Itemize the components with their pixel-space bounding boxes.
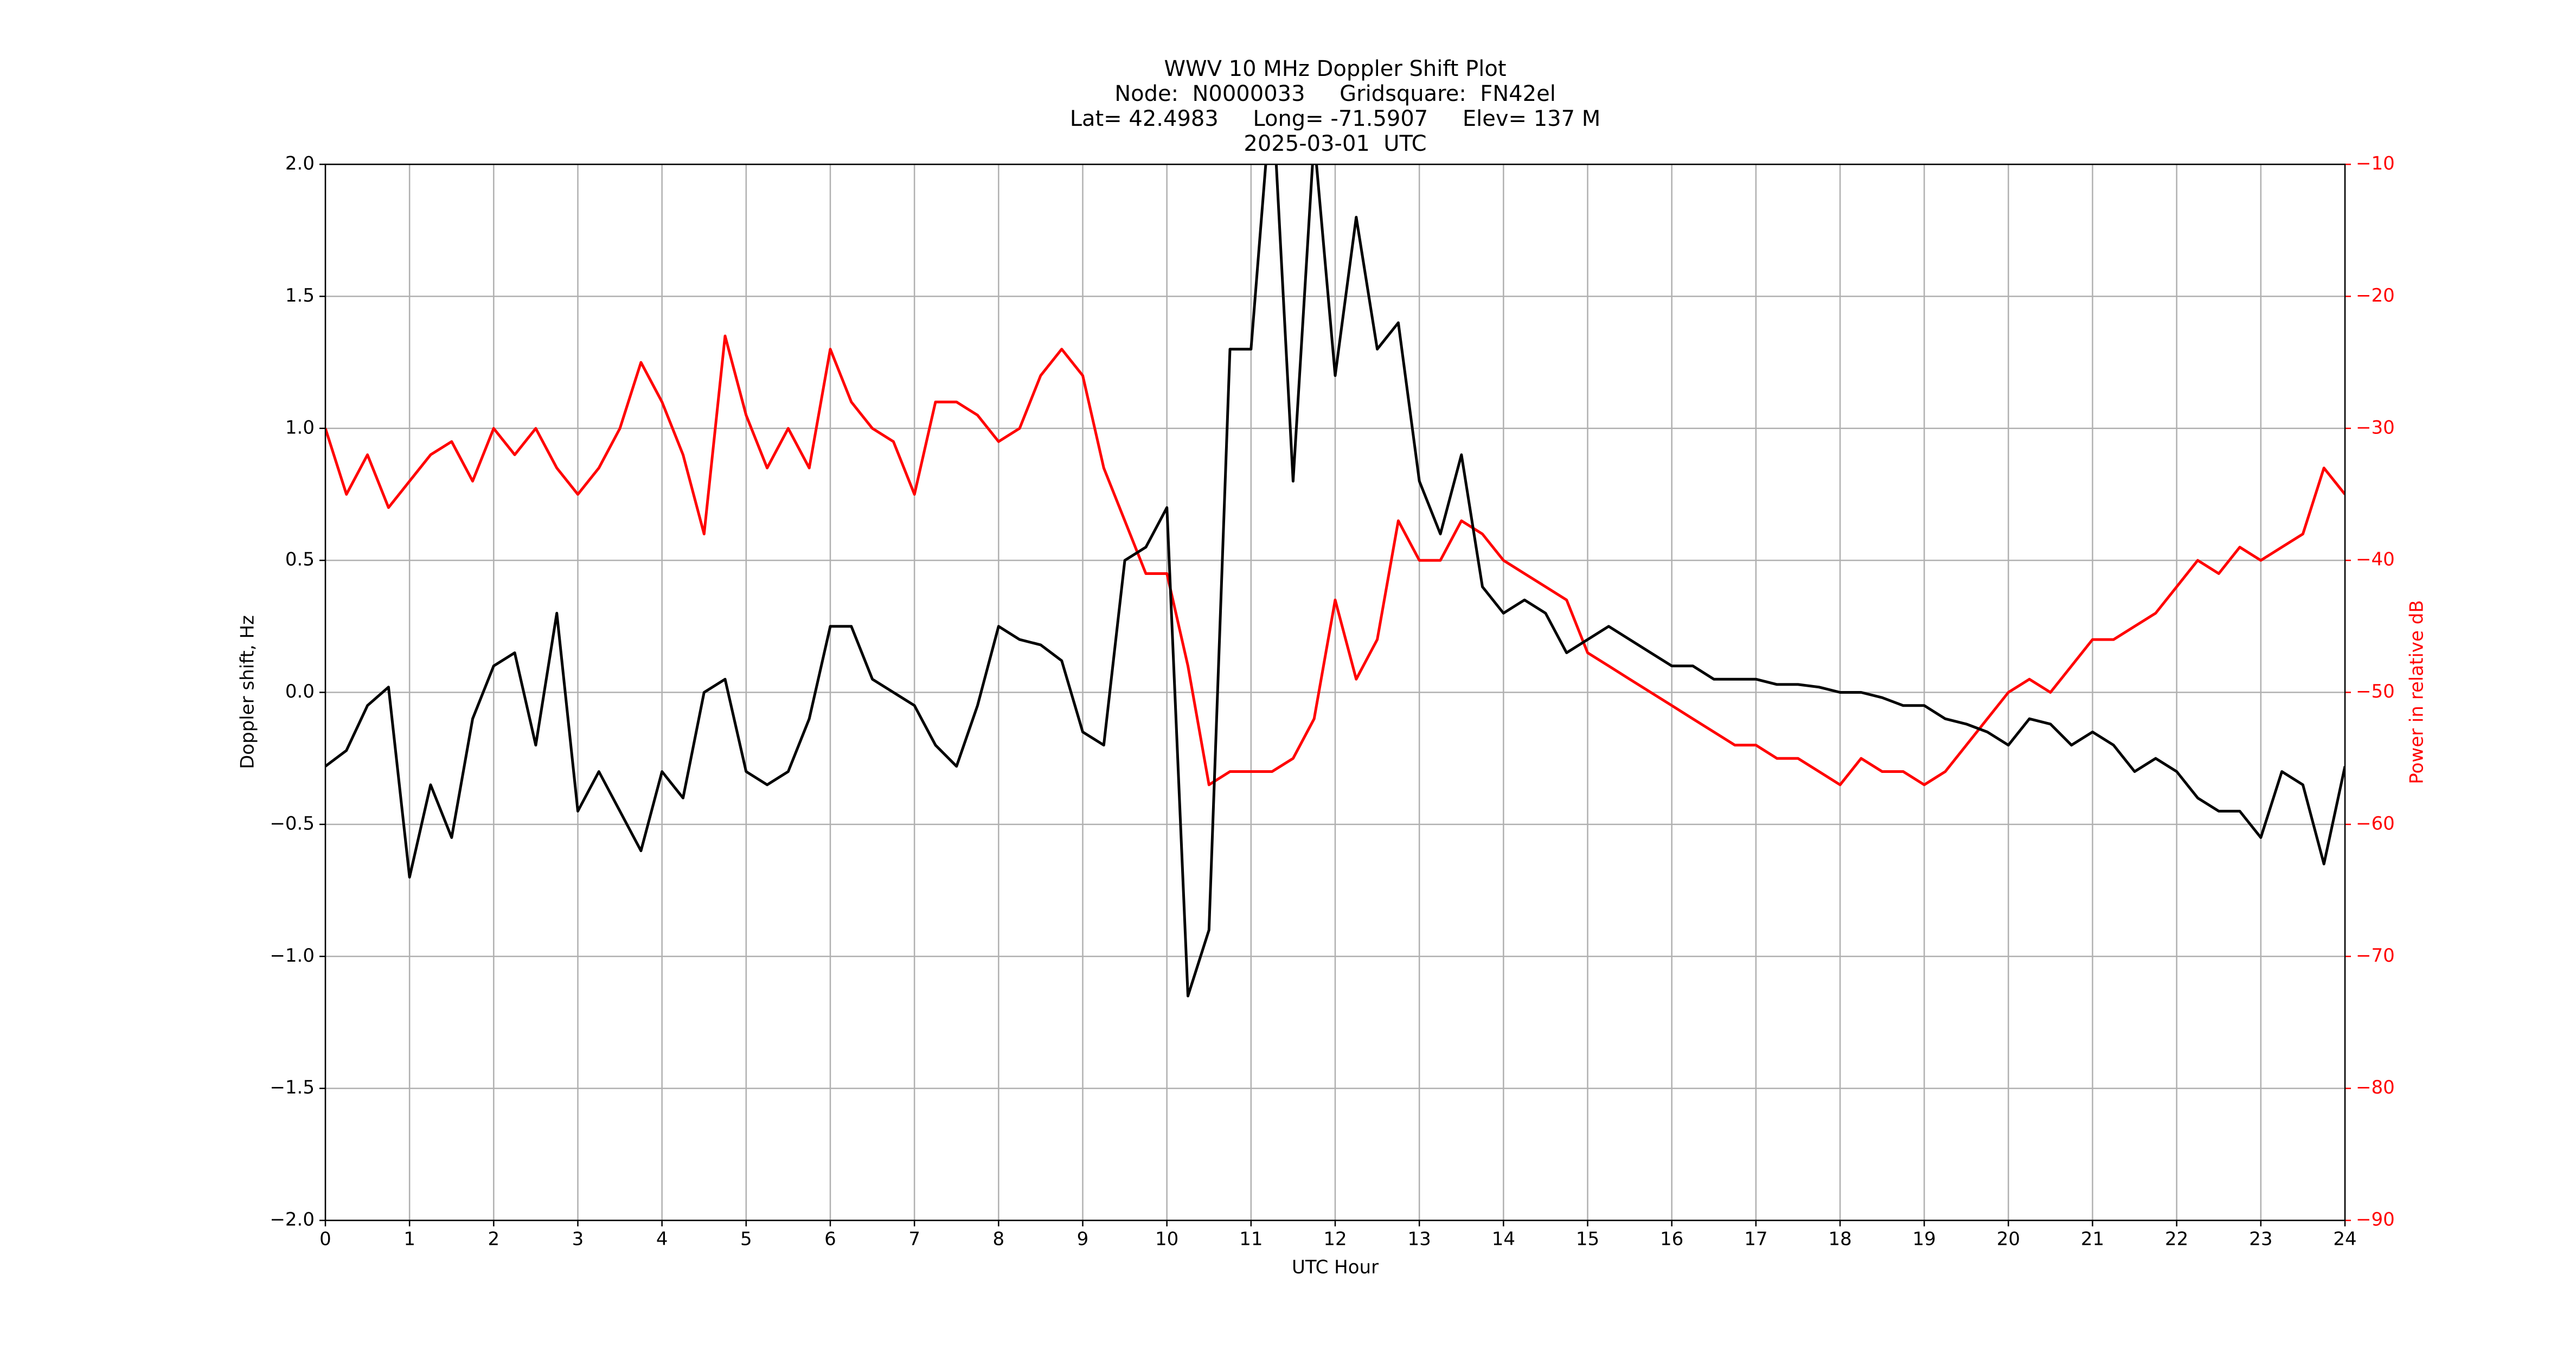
series-line bbox=[325, 334, 2345, 786]
y-tick-label: 1.0 bbox=[285, 417, 315, 438]
x-tick-label: 12 bbox=[1323, 1229, 1347, 1250]
y2-tick-label: −40 bbox=[2356, 549, 2395, 571]
x-tick-label: 17 bbox=[1744, 1229, 1767, 1250]
x-tick-label: 9 bbox=[1077, 1229, 1089, 1250]
y-tick-label: −1.5 bbox=[270, 1077, 315, 1098]
y2-axis-label: Power in relative dB bbox=[2406, 600, 2428, 784]
x-tick-label: 22 bbox=[2165, 1229, 2188, 1250]
y2-tick-label: −60 bbox=[2356, 813, 2395, 834]
x-tick-label: 2 bbox=[488, 1229, 500, 1250]
x-tick-label: 20 bbox=[1997, 1229, 2020, 1250]
x-tick-label: 16 bbox=[1660, 1229, 1683, 1250]
y2-tick-label: −10 bbox=[2356, 153, 2395, 175]
chart-subtitle: Lat= 42.4983 Long= -71.5907 Elev= 137 M bbox=[1070, 106, 1601, 131]
chart-subtitle: 2025-03-01 UTC bbox=[1244, 131, 1426, 156]
x-tick-label: 11 bbox=[1239, 1229, 1263, 1250]
y-tick-label: 1.5 bbox=[285, 285, 315, 306]
y-tick-label: −0.5 bbox=[270, 813, 315, 834]
x-tick-label: 4 bbox=[656, 1229, 668, 1250]
x-tick-label: 18 bbox=[1828, 1229, 1851, 1250]
x-tick-label: 6 bbox=[824, 1229, 836, 1250]
y-axis-label: Doppler shift, Hz bbox=[237, 615, 259, 769]
y-tick-label: −2.0 bbox=[270, 1209, 315, 1231]
y2-tick-label: −70 bbox=[2356, 945, 2395, 967]
x-tick-label: 23 bbox=[2249, 1229, 2272, 1250]
y2-tick-label: −20 bbox=[2356, 285, 2395, 306]
y2-tick-label: −80 bbox=[2356, 1077, 2395, 1098]
x-tick-label: 3 bbox=[572, 1229, 584, 1250]
x-tick-label: 1 bbox=[403, 1229, 415, 1250]
x-tick-label: 7 bbox=[908, 1229, 920, 1250]
plot-frame bbox=[324, 163, 2346, 1221]
x-axis-label: UTC Hour bbox=[1292, 1257, 1379, 1278]
x-tick-label: 10 bbox=[1155, 1229, 1178, 1250]
series-line bbox=[325, 164, 2345, 997]
y2-tick-label: −50 bbox=[2356, 681, 2395, 702]
x-tick-label: 24 bbox=[2333, 1229, 2356, 1250]
x-tick-label: 8 bbox=[993, 1229, 1005, 1250]
x-tick-label: 21 bbox=[2081, 1229, 2104, 1250]
y-tick-label: 2.0 bbox=[285, 153, 315, 175]
x-tick-label: 13 bbox=[1408, 1229, 1431, 1250]
y2-tick-label: −90 bbox=[2356, 1209, 2395, 1231]
y2-tick-label: −30 bbox=[2356, 417, 2395, 438]
x-tick-label: 19 bbox=[1913, 1229, 1936, 1250]
y-tick-label: −1.0 bbox=[270, 945, 315, 967]
y-tick-label: 0.5 bbox=[285, 549, 315, 571]
chart-subtitle: Node: N0000033 Gridsquare: FN42el bbox=[1114, 81, 1556, 106]
x-tick-label: 15 bbox=[1576, 1229, 1599, 1250]
x-tick-label: 5 bbox=[740, 1229, 752, 1250]
chart-title: WWV 10 MHz Doppler Shift Plot bbox=[1164, 56, 1506, 81]
y-tick-label: 0.0 bbox=[285, 681, 315, 702]
x-tick-label: 14 bbox=[1492, 1229, 1515, 1250]
x-tick-label: 0 bbox=[319, 1229, 331, 1250]
